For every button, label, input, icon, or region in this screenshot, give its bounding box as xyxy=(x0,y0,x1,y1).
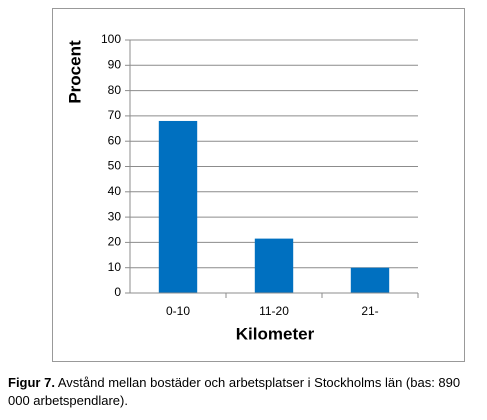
bar xyxy=(158,120,198,294)
y-tick-label: 30 xyxy=(108,209,122,223)
y-tick-label: 20 xyxy=(108,235,122,249)
y-tick-label: 40 xyxy=(108,184,122,198)
caption-text: Avstånd mellan bostäder och arbetsplatse… xyxy=(8,375,461,408)
chart: Procent Kilometer 0 10 20 30 40 50 60 70 80 90 100… xyxy=(52,8,465,362)
bar xyxy=(350,267,390,293)
y-tick-label: 90 xyxy=(108,57,122,71)
y-tick-label: 10 xyxy=(108,260,122,274)
y-tick-label: 0 xyxy=(114,285,121,299)
y-tick-label: 60 xyxy=(108,133,122,147)
caption: Figur 7. Avstånd mellan bostäder och arb… xyxy=(8,374,484,410)
y-axis-label: Procent xyxy=(65,40,84,104)
chart-frame xyxy=(52,8,465,362)
x-tick-label: 0-10 xyxy=(166,304,190,318)
x-tick-label: 21- xyxy=(361,304,378,318)
y-tick-label: 50 xyxy=(108,159,122,173)
y-tick-label: 80 xyxy=(108,83,122,97)
x-tick-label: 11-20 xyxy=(259,304,289,318)
bar xyxy=(254,238,294,293)
x-axis-label: Kilometer xyxy=(236,324,315,343)
caption-label: Figur 7. xyxy=(8,375,55,390)
y-tick-label: 70 xyxy=(108,108,122,122)
y-tick-label: 100 xyxy=(101,32,121,46)
